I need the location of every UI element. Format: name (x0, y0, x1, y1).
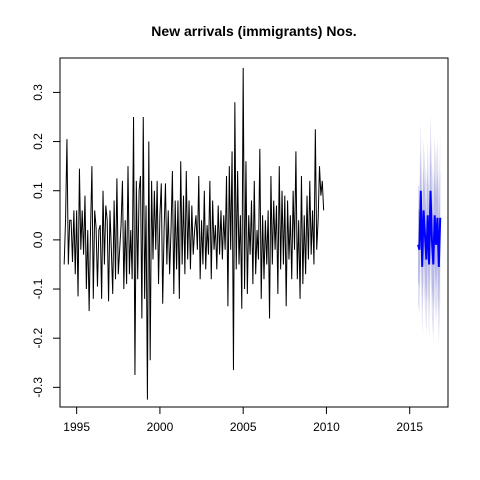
forecast-series-line (417, 190, 442, 267)
y-tick-label: -0.1 (31, 278, 45, 299)
x-axis: 1995 2000 2005 2010 2015 (63, 406, 423, 434)
plot-area (63, 67, 442, 400)
chart-title: New arrivals (immigrants) Nos. (151, 23, 356, 39)
y-axis: -0.3 -0.2 -0.1 0.0 0.1 0.2 0.3 (31, 84, 61, 398)
x-tick-label: 2000 (147, 420, 174, 434)
x-tick-label: 2015 (396, 420, 423, 434)
x-tick-label: 2010 (313, 420, 340, 434)
x-tick-label: 2005 (230, 420, 257, 434)
y-tick-label: -0.3 (31, 377, 45, 398)
y-tick-label: -0.2 (31, 328, 45, 349)
observed-series-line (63, 67, 325, 400)
x-tick-label: 1995 (63, 420, 90, 434)
y-tick-label: 0.1 (31, 182, 45, 199)
y-tick-label: 0.0 (31, 231, 45, 248)
y-tick-label: 0.2 (31, 133, 45, 150)
y-tick-label: 0.3 (31, 84, 45, 101)
